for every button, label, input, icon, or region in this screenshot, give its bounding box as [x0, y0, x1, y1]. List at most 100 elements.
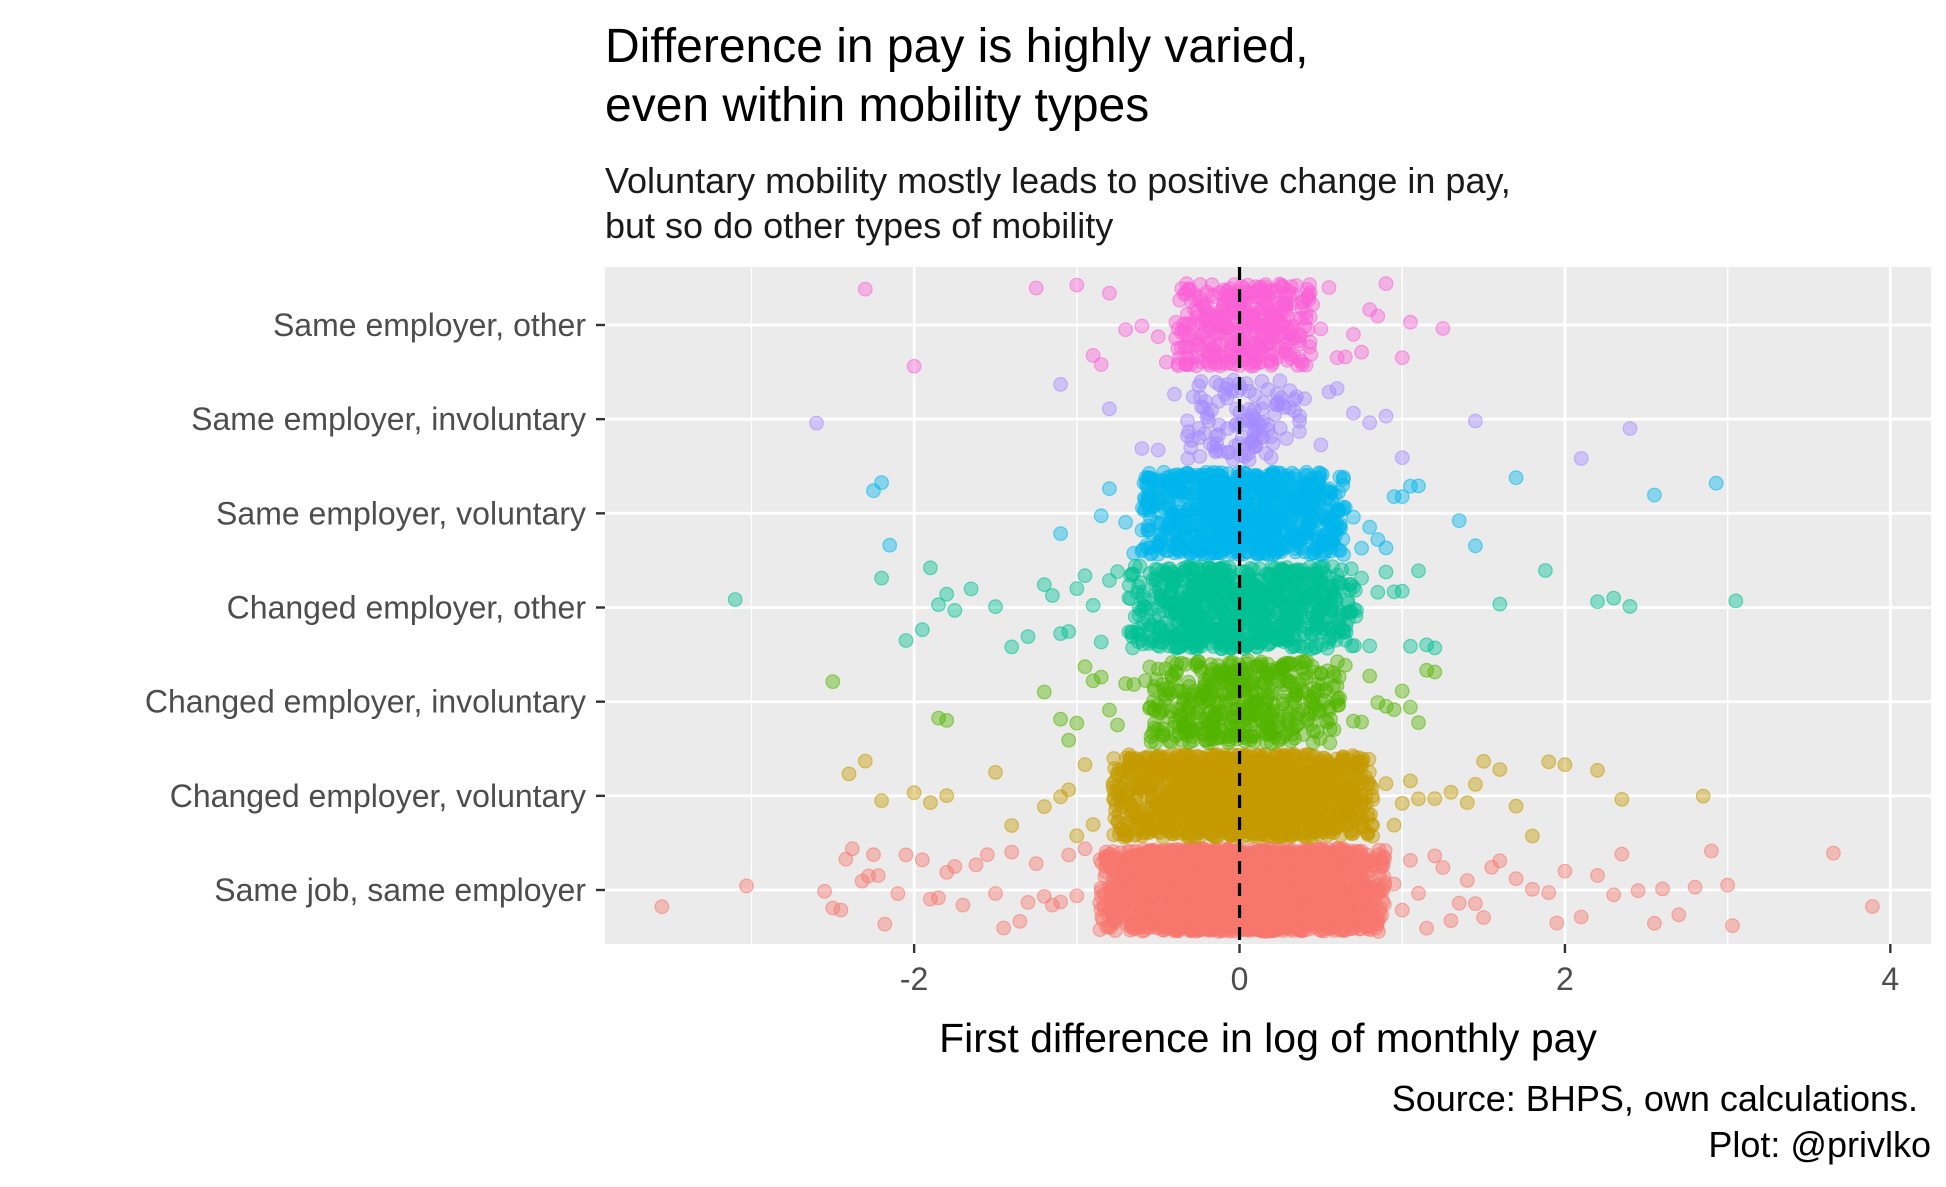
data-point — [1292, 767, 1307, 783]
data-point — [1695, 788, 1711, 804]
data-point — [1165, 826, 1181, 842]
data-point — [1326, 722, 1342, 737]
data-point — [1402, 699, 1418, 715]
data-point — [1196, 900, 1212, 916]
data-point — [1492, 762, 1508, 777]
data-point — [1255, 922, 1271, 938]
data-point — [1093, 883, 1109, 899]
data-point — [1443, 784, 1459, 800]
data-point — [1150, 869, 1166, 884]
data-point — [1394, 683, 1410, 699]
data-point — [1720, 877, 1735, 893]
data-point — [1274, 829, 1289, 845]
data-point — [1467, 777, 1483, 792]
data-point — [1419, 920, 1434, 936]
data-point — [1274, 772, 1290, 788]
data-point — [1549, 915, 1565, 931]
data-point — [890, 886, 906, 901]
data-point — [1144, 914, 1160, 930]
series-same-job-same-employer — [654, 841, 1880, 939]
data-point — [1183, 923, 1199, 939]
data-point — [1139, 898, 1155, 914]
data-point — [914, 852, 930, 868]
data-point — [1109, 895, 1125, 911]
data-point — [1313, 665, 1329, 681]
data-point — [1394, 796, 1410, 811]
data-point — [1255, 827, 1271, 842]
data-point — [1061, 732, 1077, 748]
data-point — [1370, 913, 1386, 929]
data-point — [1606, 887, 1622, 903]
data-point — [1242, 717, 1258, 733]
data-point — [1278, 727, 1293, 742]
data-point — [1443, 913, 1459, 928]
data-point — [1184, 903, 1199, 919]
data-point — [906, 785, 922, 801]
data-point — [1093, 669, 1109, 685]
data-point — [1110, 717, 1125, 733]
data-point — [1330, 691, 1346, 707]
data-point — [1200, 807, 1216, 823]
data-point — [1303, 802, 1319, 818]
data-point — [1275, 852, 1290, 868]
data-point — [1251, 842, 1267, 858]
data-point — [1273, 912, 1289, 928]
data-point — [1671, 907, 1687, 923]
data-point — [1207, 748, 1222, 764]
data-point — [1254, 659, 1270, 675]
data-point — [1331, 874, 1347, 890]
data-point — [1394, 902, 1410, 918]
data-point — [1573, 909, 1589, 925]
data-point — [1069, 888, 1085, 904]
data-point — [1590, 762, 1605, 778]
data-point — [1305, 735, 1321, 750]
data-point — [1350, 870, 1366, 886]
data-point — [1128, 882, 1144, 898]
data-point — [1229, 887, 1245, 903]
data-point — [1144, 788, 1160, 804]
data-point — [1206, 732, 1222, 747]
data-point — [1362, 668, 1378, 684]
data-point — [1353, 843, 1369, 859]
data-point — [1274, 662, 1290, 677]
data-point — [1077, 841, 1093, 857]
data-point — [1212, 775, 1228, 791]
data-points — [654, 276, 1880, 939]
data-point — [1204, 886, 1220, 901]
data-point — [1299, 785, 1315, 801]
data-point — [1377, 850, 1392, 866]
data-point — [870, 868, 886, 883]
data-point — [1197, 672, 1213, 688]
grid-minor — [750, 267, 1729, 944]
data-point — [1687, 879, 1703, 895]
data-point — [1214, 803, 1229, 818]
chart-subtitle-line-2: but so do other types of mobility — [605, 205, 1113, 246]
data-point — [1459, 873, 1475, 888]
data-point — [1354, 714, 1369, 730]
data-point — [1313, 895, 1329, 910]
data-point — [1225, 709, 1241, 725]
data-point — [1181, 748, 1197, 764]
data-point — [1246, 902, 1262, 918]
data-point — [1402, 852, 1418, 868]
data-point — [1234, 786, 1250, 802]
data-point — [1210, 658, 1226, 673]
data-point — [1614, 792, 1630, 807]
data-point — [1337, 657, 1353, 673]
data-point — [898, 847, 914, 863]
data-point — [817, 883, 832, 899]
data-point — [1142, 700, 1157, 716]
data-point — [844, 841, 860, 857]
data-point — [1386, 817, 1402, 833]
data-point — [1492, 853, 1508, 869]
data-point — [1864, 899, 1880, 914]
data-point — [1159, 757, 1175, 773]
data-point — [1825, 845, 1841, 861]
data-point — [1171, 918, 1186, 933]
data-point — [1294, 879, 1309, 894]
data-point — [1427, 791, 1443, 806]
data-point — [1004, 844, 1020, 860]
data-point — [988, 886, 1003, 901]
data-point — [1277, 898, 1292, 914]
data-point — [1411, 791, 1426, 807]
